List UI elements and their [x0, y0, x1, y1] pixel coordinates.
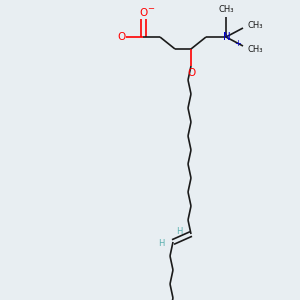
Text: H: H [158, 239, 164, 248]
Text: H: H [176, 227, 182, 236]
Text: O: O [118, 32, 126, 42]
Text: CH₃: CH₃ [247, 20, 263, 29]
Text: N: N [223, 32, 231, 42]
Text: +: + [235, 38, 242, 47]
Text: CH₃: CH₃ [218, 5, 234, 14]
Text: O: O [139, 8, 147, 18]
Text: −: − [148, 4, 154, 14]
Text: CH₃: CH₃ [247, 46, 263, 55]
Text: O: O [187, 68, 195, 78]
